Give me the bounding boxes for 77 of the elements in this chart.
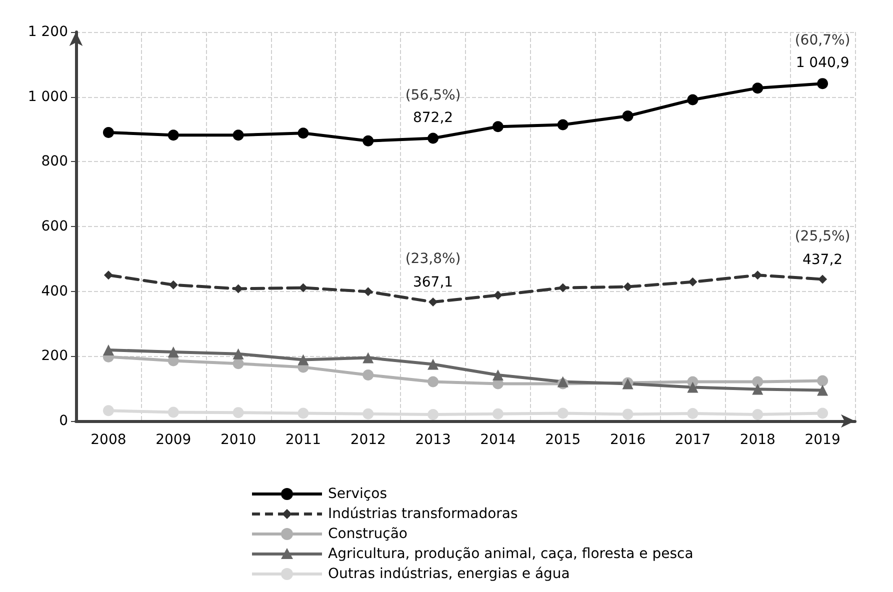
point bbox=[102, 405, 114, 416]
point bbox=[817, 384, 828, 396]
point bbox=[168, 346, 179, 358]
legend-label: Agricultura, produção animal, caça, floresta e pesca bbox=[328, 546, 694, 562]
data-label: 367,1 bbox=[412, 274, 454, 290]
data-label: 1 040,9 bbox=[796, 55, 850, 72]
x-tick-label: 2015 bbox=[545, 432, 581, 448]
point bbox=[622, 408, 634, 420]
point bbox=[168, 280, 178, 290]
y-tick-label: 600 bbox=[41, 218, 68, 234]
y-tick-label: 800 bbox=[41, 154, 68, 170]
x-tick-label: 2019 bbox=[804, 432, 840, 448]
legend-label: Serviços bbox=[328, 486, 387, 502]
legend-label: Indústrias transformadoras bbox=[328, 506, 518, 522]
annotation: (25,5%) bbox=[794, 228, 850, 244]
point bbox=[232, 358, 244, 370]
annotation: (60,7%) bbox=[794, 32, 850, 49]
point bbox=[428, 358, 439, 370]
point bbox=[362, 369, 374, 380]
point bbox=[104, 270, 113, 280]
point bbox=[102, 126, 114, 138]
x-tick-label: 2011 bbox=[285, 432, 322, 448]
point bbox=[298, 354, 309, 366]
x-tick-label: 2016 bbox=[610, 432, 646, 448]
point bbox=[362, 352, 374, 364]
point bbox=[232, 130, 244, 141]
point bbox=[752, 82, 764, 94]
point bbox=[428, 409, 439, 420]
point bbox=[298, 408, 309, 419]
point bbox=[752, 409, 764, 420]
point bbox=[493, 290, 502, 300]
x-tick-label: 2017 bbox=[674, 432, 711, 448]
point bbox=[168, 406, 179, 418]
point bbox=[622, 110, 634, 122]
point bbox=[492, 408, 504, 420]
legend-label: Construção bbox=[328, 526, 408, 542]
point bbox=[168, 130, 179, 141]
point bbox=[428, 132, 439, 144]
x-tick-label: 2010 bbox=[220, 432, 256, 448]
point bbox=[557, 119, 568, 130]
x-tick-label: 2008 bbox=[90, 432, 126, 448]
x-tick-label: 2012 bbox=[350, 432, 386, 448]
legend-label: Outras indústrias, energias e água bbox=[328, 566, 570, 582]
x-tick-label: 2014 bbox=[480, 432, 516, 448]
point bbox=[428, 376, 439, 388]
point bbox=[687, 382, 698, 393]
y-tick-label: 200 bbox=[41, 348, 68, 364]
point bbox=[232, 407, 244, 418]
point bbox=[752, 384, 764, 395]
x-tick-label: 2009 bbox=[156, 432, 192, 448]
annotation: (56,5%) bbox=[405, 87, 461, 104]
point bbox=[688, 277, 698, 286]
point bbox=[492, 369, 504, 380]
point bbox=[232, 348, 244, 360]
x-tick-label: 2018 bbox=[740, 432, 776, 448]
point bbox=[752, 376, 764, 388]
point bbox=[817, 78, 828, 90]
y-tick-label: 400 bbox=[41, 283, 68, 300]
y-tick-label: 1 000 bbox=[28, 88, 68, 105]
point bbox=[492, 121, 504, 132]
point bbox=[687, 94, 698, 106]
point bbox=[817, 408, 828, 419]
point bbox=[364, 287, 373, 296]
data-label: 872,2 bbox=[412, 110, 454, 126]
point bbox=[298, 128, 309, 139]
x-tick-label: 2013 bbox=[415, 432, 451, 448]
data-label: 437,2 bbox=[802, 252, 843, 268]
y-tick-label: 0 bbox=[59, 413, 68, 429]
point bbox=[362, 135, 374, 146]
point bbox=[362, 408, 374, 420]
point bbox=[817, 375, 828, 386]
y-tick-label: 1 200 bbox=[28, 24, 68, 40]
annotation: (23,8%) bbox=[405, 251, 461, 267]
point bbox=[102, 344, 114, 356]
point bbox=[818, 274, 828, 284]
point bbox=[687, 408, 698, 420]
point bbox=[557, 408, 568, 419]
